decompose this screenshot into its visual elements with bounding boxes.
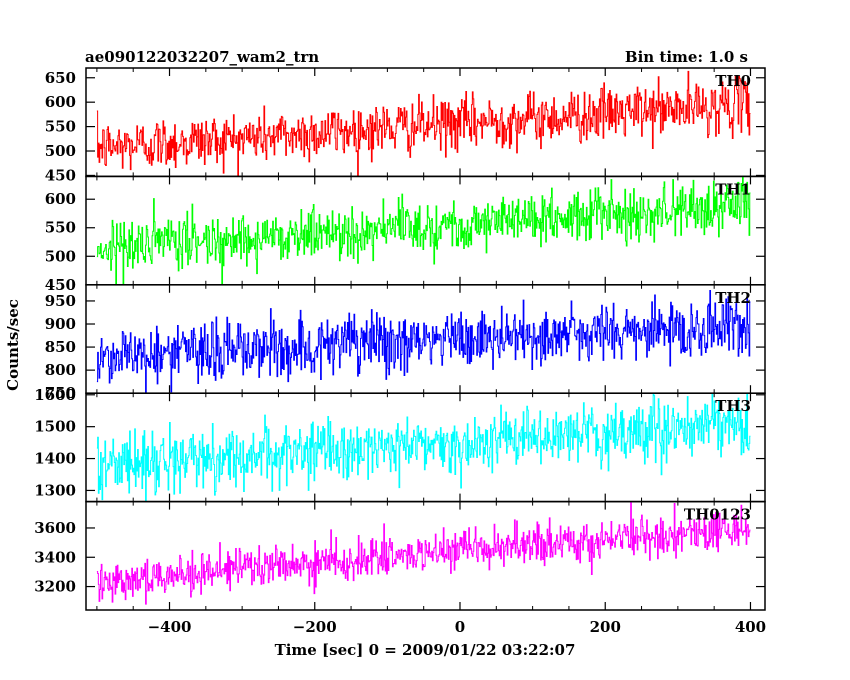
x-tick-label: −200 bbox=[293, 618, 337, 636]
y-tick-label: 800 bbox=[45, 361, 76, 379]
y-axis-label: Counts/sec bbox=[4, 299, 22, 391]
y-tick-label: 850 bbox=[45, 338, 76, 356]
panel-label-th3: TH3 bbox=[715, 397, 751, 415]
chart-title-right: Bin time: 1.0 s bbox=[625, 48, 748, 66]
chart-title-left: ae090122032207_wam2_trn bbox=[85, 48, 319, 66]
y-tick-label: 750 bbox=[45, 384, 76, 402]
y-tick-label: 450 bbox=[45, 166, 76, 184]
y-tick-label: 3400 bbox=[34, 548, 76, 566]
panel-frame-th0123 bbox=[85, 500, 766, 611]
series-line-th1 bbox=[96, 176, 751, 285]
panel-label-th0: TH0 bbox=[715, 72, 751, 90]
x-axis-label: Time [sec] 0 = 2009/01/22 03:22:07 bbox=[275, 641, 576, 659]
y-tick-label: 500 bbox=[45, 142, 76, 160]
y-tick-label: 900 bbox=[45, 315, 76, 333]
y-tick-label: 3600 bbox=[34, 519, 76, 537]
y-tick-label: 1400 bbox=[34, 450, 76, 468]
x-tick-label: −400 bbox=[148, 618, 192, 636]
y-tick-label: 600 bbox=[45, 93, 76, 111]
series-line-th2 bbox=[96, 289, 751, 394]
y-tick-label: 550 bbox=[45, 118, 76, 136]
x-tick-label: 0 bbox=[455, 618, 465, 636]
y-tick-label: 450 bbox=[45, 276, 76, 294]
series-line-th3 bbox=[96, 393, 751, 502]
y-tick-label: 1500 bbox=[34, 418, 76, 436]
y-tick-label: 950 bbox=[45, 292, 76, 310]
series-line-th0 bbox=[96, 70, 751, 177]
y-tick-label: 500 bbox=[45, 247, 76, 265]
y-tick-label: 600 bbox=[45, 190, 76, 208]
y-tick-label: 1300 bbox=[34, 481, 76, 499]
y-tick-label: 3200 bbox=[34, 578, 76, 596]
y-tick-label: 1600 bbox=[34, 386, 76, 404]
panel-label-th2: TH2 bbox=[715, 289, 751, 307]
x-tick-label: 400 bbox=[735, 618, 766, 636]
y-tick-label: 650 bbox=[45, 69, 76, 87]
panel-label-th1: TH1 bbox=[715, 180, 751, 198]
y-tick-label: 550 bbox=[45, 219, 76, 237]
panel-label-th0123: TH0123 bbox=[684, 506, 751, 524]
series-line-th0123 bbox=[96, 502, 751, 605]
panels-group: 450 500 550 600 650 TH0 450 500 550 600 TH1 750 800 8… bbox=[34, 67, 766, 636]
x-tick-label: 200 bbox=[590, 618, 621, 636]
